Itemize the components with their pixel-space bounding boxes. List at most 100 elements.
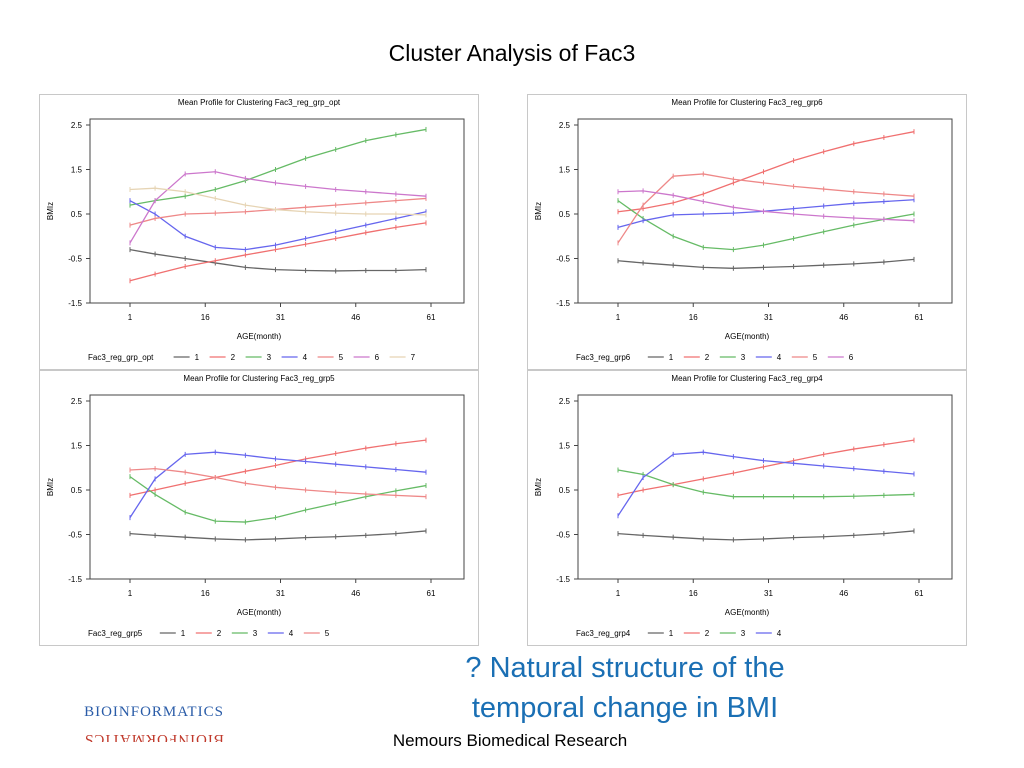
y-tick-label: -0.5: [556, 531, 570, 540]
bioinformatics-logo: BIOINFORMATICS BIOINFORMATICS: [84, 704, 224, 742]
y-tick-label: -0.5: [68, 255, 82, 264]
legend-label-1: 1: [195, 353, 200, 362]
chart-panel-grp5: Mean Profile for Clustering Fac3_reg_grp…: [39, 370, 479, 646]
plot-frame: [89, 394, 465, 580]
y-tick-label: 1.5: [559, 166, 571, 175]
series-line-2: [617, 439, 915, 496]
legend-label-2: 2: [231, 353, 236, 362]
chart-opt: Mean Profile for Clustering Fac3_reg_grp…: [46, 98, 465, 362]
y-tick-label: 2.5: [559, 397, 571, 406]
legend-label-7: 7: [411, 353, 416, 362]
x-axis-label: AGE(month): [237, 608, 282, 617]
callout-line-1: ? Natural structure of the: [465, 652, 785, 684]
series-line-1: [617, 258, 915, 269]
series-line-3: [617, 200, 915, 251]
y-tick-label: -0.5: [68, 531, 82, 540]
x-axis-label: AGE(month): [725, 608, 770, 617]
chart-panel-grp6: Mean Profile for Clustering Fac3_reg_grp…: [527, 94, 967, 370]
series-line-3: [129, 476, 427, 523]
y-tick-label: 1.5: [559, 442, 571, 451]
y-tick-label: -1.5: [68, 575, 82, 584]
series-line-4: [129, 200, 427, 251]
series-line-6: [617, 190, 915, 222]
legend-label-5: 5: [813, 353, 818, 362]
y-tick-label: 1.5: [71, 442, 83, 451]
callout-line-2: temporal change in BMI: [471, 692, 779, 724]
y-tick-label: 0.5: [559, 210, 571, 219]
x-tick-label: 31: [764, 313, 773, 322]
x-tick-label: 16: [689, 313, 698, 322]
x-tick-label: 16: [201, 313, 210, 322]
x-tick-label: 46: [839, 313, 848, 322]
x-tick-label: 61: [427, 313, 436, 322]
x-axis-label: AGE(month): [725, 332, 770, 341]
series-line-1: [129, 530, 427, 541]
y-tick-label: 2.5: [71, 121, 83, 130]
x-tick-label: 31: [764, 589, 773, 598]
x-tick-label: 46: [351, 589, 360, 598]
y-tick-label: 1.5: [71, 166, 83, 175]
chart-title: Mean Profile for Clustering Fac3_reg_grp…: [183, 374, 335, 383]
legend-label-4: 4: [777, 353, 782, 362]
legend-label-6: 6: [849, 353, 854, 362]
legend-title: Fac3_reg_grp_opt: [88, 353, 154, 362]
series-line-4: [129, 451, 427, 518]
legend-label-3: 3: [741, 353, 746, 362]
legend-label-3: 3: [253, 629, 258, 638]
series-line-1: [617, 530, 915, 541]
chart-title: Mean Profile for Clustering Fac3_reg_grp…: [178, 98, 341, 107]
legend-label-3: 3: [267, 353, 272, 362]
y-tick-label: -1.5: [556, 299, 570, 308]
series-line-6: [129, 171, 427, 244]
x-tick-label: 1: [128, 589, 133, 598]
legend-label-1: 1: [669, 353, 674, 362]
x-tick-label: 31: [276, 589, 285, 598]
series-line-2: [617, 131, 915, 213]
legend-label-6: 6: [375, 353, 380, 362]
series-line-4: [617, 451, 915, 517]
x-tick-label: 31: [276, 313, 285, 322]
plot-frame: [89, 118, 465, 304]
chart-title: Mean Profile for Clustering Fac3_reg_grp…: [671, 98, 823, 107]
chart-title: Mean Profile for Clustering Fac3_reg_grp…: [671, 374, 823, 383]
plot-frame: [577, 118, 953, 304]
x-tick-label: 16: [201, 589, 210, 598]
slide-title: Cluster Analysis of Fac3: [388, 40, 636, 66]
x-axis-label: AGE(month): [237, 332, 282, 341]
plot-frame: [577, 394, 953, 580]
logo-text-top: BIOINFORMATICS: [84, 704, 224, 720]
series-line-1: [129, 248, 427, 272]
y-tick-label: 0.5: [71, 486, 83, 495]
series-line-3: [617, 469, 915, 498]
legend-label-4: 4: [289, 629, 294, 638]
footer-text: Nemours Biomedical Research: [392, 731, 628, 750]
series-line-3: [129, 128, 427, 206]
y-tick-label: 2.5: [71, 397, 83, 406]
x-tick-label: 1: [128, 313, 133, 322]
legend-label-3: 3: [741, 629, 746, 638]
chart-grp6: Mean Profile for Clustering Fac3_reg_grp…: [534, 98, 953, 362]
legend-label-5: 5: [339, 353, 344, 362]
legend-label-4: 4: [777, 629, 782, 638]
y-tick-label: 2.5: [559, 121, 571, 130]
x-tick-label: 46: [839, 589, 848, 598]
y-tick-label: -0.5: [556, 255, 570, 264]
legend-label-1: 1: [669, 629, 674, 638]
chart-grp5: Mean Profile for Clustering Fac3_reg_grp…: [46, 374, 465, 638]
callout-text: ? Natural structure of the temporal chan…: [380, 648, 870, 728]
chart-panel-grp4: Mean Profile for Clustering Fac3_reg_grp…: [527, 370, 967, 646]
x-tick-label: 61: [915, 313, 924, 322]
y-tick-label: -1.5: [68, 299, 82, 308]
x-tick-label: 1: [616, 589, 621, 598]
legend-label-2: 2: [705, 629, 710, 638]
y-axis-label: BMIz: [46, 202, 55, 220]
legend-title: Fac3_reg_grp4: [576, 629, 631, 638]
x-tick-label: 61: [915, 589, 924, 598]
logo-text-bottom: BIOINFORMATICS: [84, 731, 224, 742]
series-line-5: [617, 173, 915, 244]
y-axis-label: BMIz: [46, 478, 55, 496]
chart-panel-opt: Mean Profile for Clustering Fac3_reg_grp…: [39, 94, 479, 370]
legend-label-5: 5: [325, 629, 330, 638]
x-tick-label: 46: [351, 313, 360, 322]
y-tick-label: 0.5: [559, 486, 571, 495]
